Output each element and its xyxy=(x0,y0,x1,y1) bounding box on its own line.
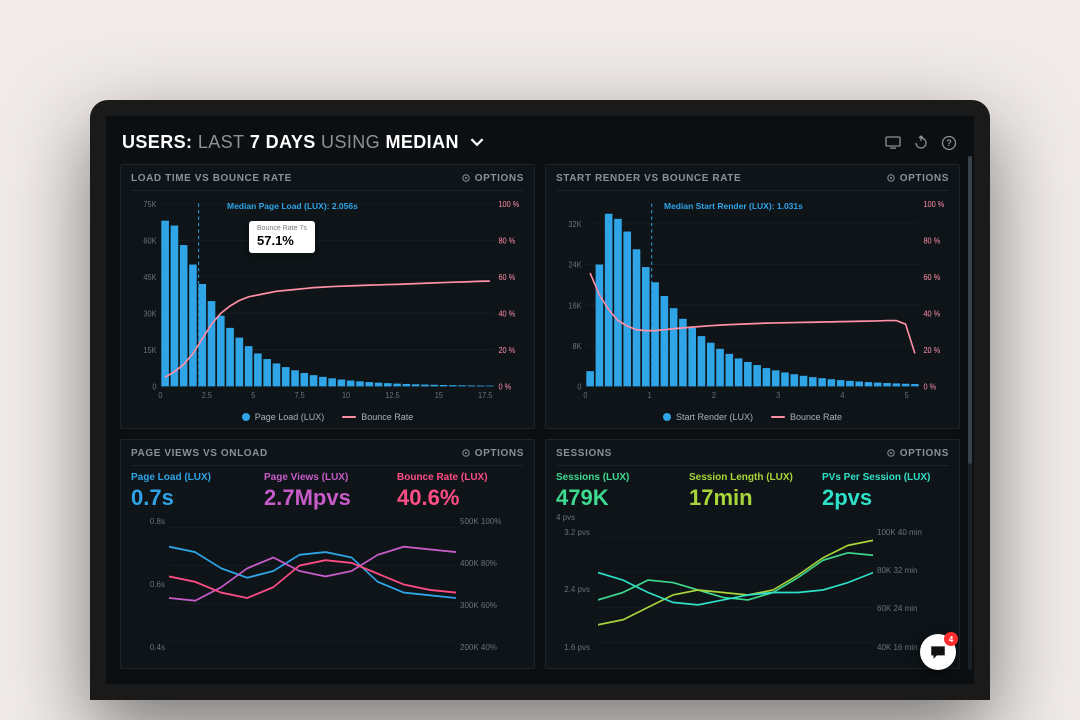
monitor-icon[interactable] xyxy=(884,134,902,152)
chart-legend: Page Load (LUX) Bounce Rate xyxy=(131,410,524,422)
metric-session-length[interactable]: Session Length (LUX) 17min xyxy=(689,472,816,522)
svg-text:24K: 24K xyxy=(568,260,582,269)
y-axis-right: 500K 100% 400K 80% 300K 60% 200K 40% xyxy=(460,517,524,652)
svg-text:32K: 32K xyxy=(568,220,582,229)
svg-text:40 %: 40 % xyxy=(498,309,515,318)
svg-text:60 %: 60 % xyxy=(923,272,940,281)
svg-text:100 %: 100 % xyxy=(498,199,519,208)
title-range-bold: 7 DAYS xyxy=(250,132,316,152)
svg-text:2: 2 xyxy=(712,391,716,400)
svg-text:80 %: 80 % xyxy=(498,236,515,245)
panel-title: SESSIONS xyxy=(556,448,612,459)
svg-text:8K: 8K xyxy=(573,341,583,350)
svg-text:80 %: 80 % xyxy=(923,236,940,245)
svg-text:15: 15 xyxy=(435,391,443,400)
svg-text:0 %: 0 % xyxy=(923,382,936,391)
svg-text:4: 4 xyxy=(840,391,845,400)
svg-text:15K: 15K xyxy=(143,345,157,354)
help-icon[interactable]: ? xyxy=(940,134,958,152)
panel-sessions: SESSIONS OPTIONS Sessions (LUX) 479K 4 p… xyxy=(545,439,960,669)
header-row: USERS: LAST 7 DAYS USING MEDIAN ? xyxy=(120,128,960,164)
svg-text:45K: 45K xyxy=(143,272,157,281)
svg-text:3: 3 xyxy=(776,391,780,400)
svg-text:16K: 16K xyxy=(568,301,582,310)
panel-options-button[interactable]: OPTIONS xyxy=(461,448,524,459)
laptop-frame: USERS: LAST 7 DAYS USING MEDIAN ? LOAD T… xyxy=(90,100,990,700)
svg-text:60 %: 60 % xyxy=(498,272,515,281)
chevron-down-icon[interactable] xyxy=(470,133,484,154)
chart-sessions[interactable]: 3.2 pvs 2.4 pvs 1.6 pvs 100K 40 min 80K … xyxy=(556,528,949,662)
panel-options-button[interactable]: OPTIONS xyxy=(886,448,949,459)
notification-badge: 4 xyxy=(944,632,958,646)
panel-options-button[interactable]: OPTIONS xyxy=(886,173,949,184)
svg-text:0: 0 xyxy=(158,391,162,400)
svg-text:17.5: 17.5 xyxy=(478,391,492,400)
panel-title: START RENDER VS BOUNCE RATE xyxy=(556,173,741,184)
panel-page-views: PAGE VIEWS VS ONLOAD OPTIONS Page Load (… xyxy=(120,439,535,669)
svg-text:0 %: 0 % xyxy=(498,382,511,391)
svg-text:0: 0 xyxy=(577,382,581,391)
svg-text:7.5: 7.5 xyxy=(295,391,305,400)
metric-page-load[interactable]: Page Load (LUX) 0.7s xyxy=(131,472,258,511)
chart-tooltip: Bounce Rate 7s 57.1% xyxy=(249,221,315,253)
svg-text:40 %: 40 % xyxy=(923,309,940,318)
metric-page-views[interactable]: Page Views (LUX) 2.7Mpvs xyxy=(264,472,391,511)
svg-text:20 %: 20 % xyxy=(498,345,515,354)
scrollbar-thumb[interactable] xyxy=(968,156,972,464)
y-axis-left: 0.8s 0.6s 0.4s xyxy=(131,517,165,652)
title-using: USING xyxy=(321,132,380,152)
chart-page-views[interactable]: 0.8s 0.6s 0.4s 500K 100% 400K 80% 300K 6… xyxy=(131,517,524,662)
metric-bounce-rate[interactable]: Bounce Rate (LUX) 40.6% xyxy=(397,472,524,511)
svg-text:30K: 30K xyxy=(143,309,157,318)
svg-text:2.5: 2.5 xyxy=(202,391,212,400)
chat-button[interactable]: 4 xyxy=(920,634,956,670)
metrics-row: Page Load (LUX) 0.7s Page Views (LUX) 2.… xyxy=(131,466,524,515)
metric-pvs-session[interactable]: PVs Per Session (LUX) 2pvs xyxy=(822,472,949,522)
chart-legend: Start Render (LUX) Bounce Rate xyxy=(556,410,949,422)
panel-load-time: LOAD TIME VS BOUNCE RATE OPTIONS 0 15K 30K… xyxy=(120,164,535,429)
title-prefix: USERS: xyxy=(122,132,192,152)
title-range-thin: LAST xyxy=(198,132,245,152)
share-icon[interactable] xyxy=(912,134,930,152)
svg-text:1: 1 xyxy=(648,391,652,400)
metric-sessions[interactable]: Sessions (LUX) 479K 4 pvs xyxy=(556,472,683,522)
svg-text:20 %: 20 % xyxy=(923,345,940,354)
median-label: Median Page Load (LUX): 2.056s xyxy=(227,201,358,211)
metrics-row: Sessions (LUX) 479K 4 pvs Session Length… xyxy=(556,466,949,526)
panel-start-render: START RENDER VS BOUNCE RATE OPTIONS 0 8K 1… xyxy=(545,164,960,429)
svg-text:5: 5 xyxy=(905,391,909,400)
svg-text:75K: 75K xyxy=(143,199,157,208)
panel-title: PAGE VIEWS VS ONLOAD xyxy=(131,448,268,459)
median-label: Median Start Render (LUX): 1.031s xyxy=(664,201,803,211)
svg-text:?: ? xyxy=(946,138,952,148)
svg-text:5: 5 xyxy=(251,391,255,400)
chart-start-render[interactable]: 0 8K 16K 24K 32K 0 % 20 % 40 % 60 % 80 % 100 % 0 1 2 3… xyxy=(556,195,949,410)
svg-text:0: 0 xyxy=(583,391,587,400)
svg-text:100 %: 100 % xyxy=(923,199,944,208)
topbar-icons: ? xyxy=(884,134,958,152)
dashboard-grid: LOAD TIME VS BOUNCE RATE OPTIONS 0 15K 30K… xyxy=(120,164,960,669)
svg-text:10: 10 xyxy=(342,391,350,400)
scrollbar[interactable] xyxy=(968,156,972,670)
svg-text:12.5: 12.5 xyxy=(385,391,399,400)
svg-text:0: 0 xyxy=(152,382,156,391)
dashboard-screen: USERS: LAST 7 DAYS USING MEDIAN ? LOAD T… xyxy=(106,116,974,684)
chart-load-time[interactable]: 0 15K 30K 45K 60K 75K 0 % 20 % 40 % 60 % 80 % 100 %… xyxy=(131,195,524,410)
panel-options-button[interactable]: OPTIONS xyxy=(461,173,524,184)
y-axis-left: 3.2 pvs 2.4 pvs 1.6 pvs xyxy=(556,528,590,652)
title-agg: MEDIAN xyxy=(385,132,458,152)
svg-text:60K: 60K xyxy=(143,236,157,245)
page-title[interactable]: USERS: LAST 7 DAYS USING MEDIAN xyxy=(122,132,484,154)
panel-title: LOAD TIME VS BOUNCE RATE xyxy=(131,173,292,184)
